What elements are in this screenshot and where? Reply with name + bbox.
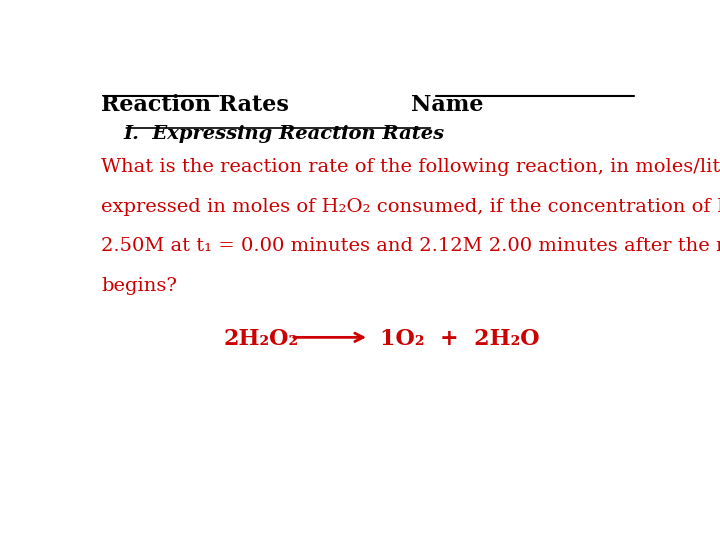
Text: I.  Expressing Reaction Rates: I. Expressing Reaction Rates [124, 125, 445, 143]
Text: 2H₂O₂: 2H₂O₂ [224, 328, 299, 350]
Text: begins?: begins? [101, 277, 177, 295]
Text: Reaction Rates: Reaction Rates [101, 94, 289, 116]
Text: Name: Name [411, 94, 483, 116]
Text: 1O₂  +  2H₂O: 1O₂ + 2H₂O [380, 328, 540, 350]
Text: expressed in moles of H₂O₂ consumed, if the concentration of H₂O₂ is: expressed in moles of H₂O₂ consumed, if … [101, 198, 720, 216]
Text: What is the reaction rate of the following reaction, in moles/liter·minute,: What is the reaction rate of the followi… [101, 158, 720, 177]
Text: 2.50M at t₁ = 0.00 minutes and 2.12M 2.00 minutes after the reaction: 2.50M at t₁ = 0.00 minutes and 2.12M 2.0… [101, 238, 720, 255]
